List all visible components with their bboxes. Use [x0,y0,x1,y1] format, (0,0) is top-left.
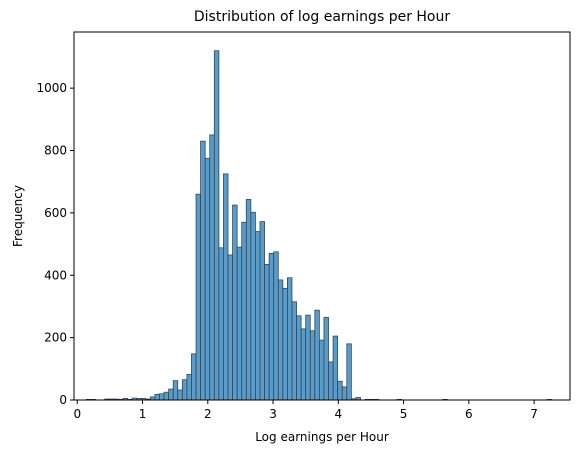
histogram-bar [204,157,211,401]
histogram-bar [186,374,192,401]
x-tick-label: 7 [530,407,538,421]
plot-frame [73,31,571,401]
histogram-bar [291,301,297,401]
y-tick-label: 1000 [36,81,67,95]
histogram-bar [181,379,188,401]
y-tick-label: 800 [44,144,67,158]
histogram-bar [223,173,229,401]
x-tick-label: 3 [269,407,277,421]
bars-group [86,50,553,401]
x-tick-label: 6 [465,407,473,421]
histogram-bar [195,193,201,401]
histogram-bar [273,251,279,401]
histogram-bar [287,277,293,401]
histogram-bar [168,388,174,401]
histogram-bar [341,386,348,401]
histogram-bar [232,204,238,401]
y-tick-label: 600 [44,206,67,220]
histogram-bar [300,328,307,401]
x-tick-label: 5 [400,407,408,421]
histogram-bar [218,247,224,401]
histogram-bar [236,246,243,401]
y-tick-label: 400 [44,268,67,282]
x-axis-label: Log earnings per Hour [255,430,389,444]
x-tick-label: 4 [334,407,342,421]
histogram-bar [296,315,302,401]
histogram-bar [213,50,220,401]
histogram-bar [177,389,183,401]
histogram-bar [163,391,170,401]
y-tick-label: 0 [59,393,67,407]
histogram-bar [172,380,179,401]
histogram-bar [227,254,233,401]
x-tick-label: 2 [204,407,212,421]
histogram-bar [154,393,160,401]
histogram-bar [314,309,320,401]
histogram-bar [305,314,311,401]
histogram-bar [328,361,334,401]
histogram-bar [159,393,165,401]
histogram-bar [323,316,329,401]
histogram-bar [259,221,265,401]
y-axis-ticks: 0 200 400 600 800 1000 [36,81,74,407]
histogram-bar [318,339,325,401]
histogram-bar [245,199,252,401]
histogram-bar [332,335,339,401]
x-tick-label: 1 [139,407,147,421]
y-tick-label: 200 [44,331,67,345]
chart-title: Distribution of log earnings per Hour [194,9,451,25]
histogram-bar [346,343,352,401]
y-axis-label: Frequency [11,185,25,247]
x-axis-ticks: 0 1 2 3 4 5 6 7 [73,400,538,421]
histogram-bar [191,353,197,401]
histogram-bar [268,253,275,401]
histogram-bar [282,287,288,401]
x-tick-label: 0 [73,407,81,421]
histogram-bar [250,211,256,401]
histogram-bar [255,231,261,401]
histogram-bar [309,330,316,401]
histogram-bar [337,380,343,401]
histogram-bar [277,279,284,401]
histogram-bar [209,134,215,401]
histogram-bar [241,221,247,401]
histogram-bar [264,263,270,401]
histogram-bar [200,140,206,401]
